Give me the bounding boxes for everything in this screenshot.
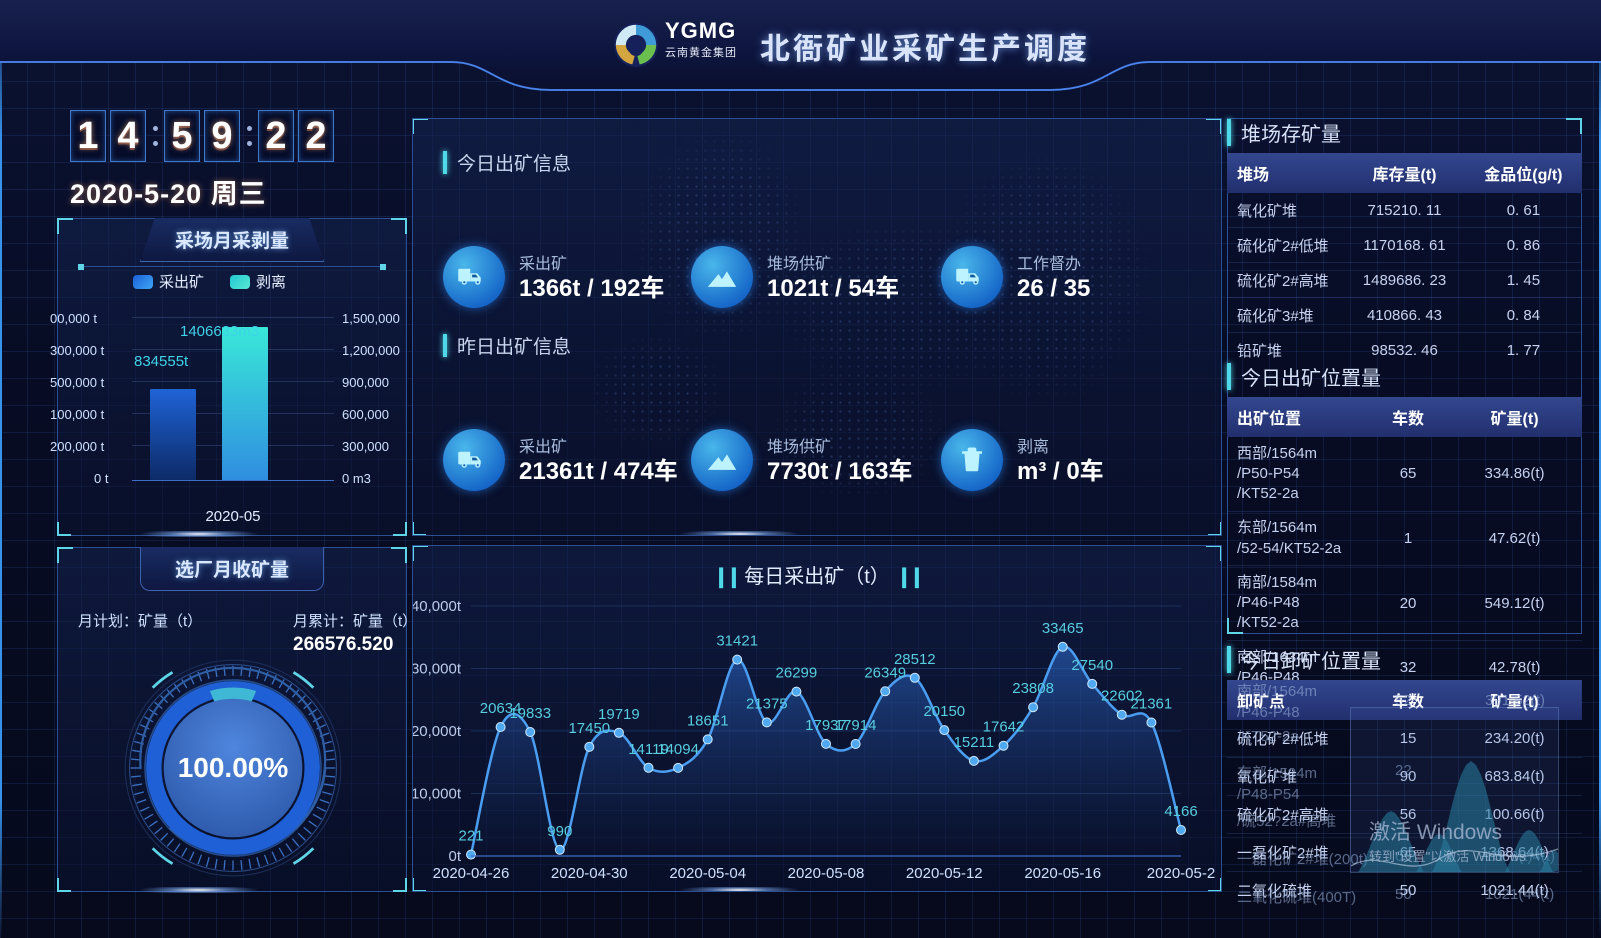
svg-text:17914: 17914 <box>835 717 877 734</box>
svg-text:20,000t: 20,000t <box>412 723 462 740</box>
svg-text:21375: 21375 <box>746 695 788 712</box>
svg-text:990: 990 <box>547 823 572 840</box>
svg-text:0t: 0t <box>448 848 461 865</box>
svg-text:19719: 19719 <box>598 706 640 723</box>
svg-text:28512: 28512 <box>894 651 936 668</box>
svg-text:18651: 18651 <box>687 712 729 729</box>
svg-text:221: 221 <box>458 828 483 845</box>
svg-text:2020-05-08: 2020-05-08 <box>788 865 865 882</box>
svg-text:40,000t: 40,000t <box>412 598 462 615</box>
svg-text:20150: 20150 <box>923 703 965 720</box>
svg-text:10,000t: 10,000t <box>412 786 462 803</box>
svg-text:2020-05-04: 2020-05-04 <box>669 865 746 882</box>
svg-text:19833: 19833 <box>509 705 551 722</box>
svg-text:17642: 17642 <box>983 719 1025 736</box>
svg-text:21361: 21361 <box>1131 696 1173 713</box>
svg-text:31421: 31421 <box>716 633 758 650</box>
svg-text:2020-04-30: 2020-04-30 <box>551 865 628 882</box>
svg-text:30,000t: 30,000t <box>412 661 462 678</box>
svg-text:4166: 4166 <box>1164 803 1197 820</box>
svg-text:2020-04-26: 2020-04-26 <box>433 865 510 882</box>
svg-text:33465: 33465 <box>1042 620 1084 637</box>
svg-text:2020-05-12: 2020-05-12 <box>906 865 983 882</box>
svg-text:15211: 15211 <box>954 734 995 751</box>
svg-text:23808: 23808 <box>1012 680 1054 697</box>
svg-text:2020-05-2: 2020-05-2 <box>1147 865 1215 882</box>
svg-text:26299: 26299 <box>776 665 818 682</box>
svg-text:27540: 27540 <box>1071 657 1113 674</box>
svg-text:14094: 14094 <box>657 741 699 758</box>
svg-text:2020-05-16: 2020-05-16 <box>1024 865 1101 882</box>
